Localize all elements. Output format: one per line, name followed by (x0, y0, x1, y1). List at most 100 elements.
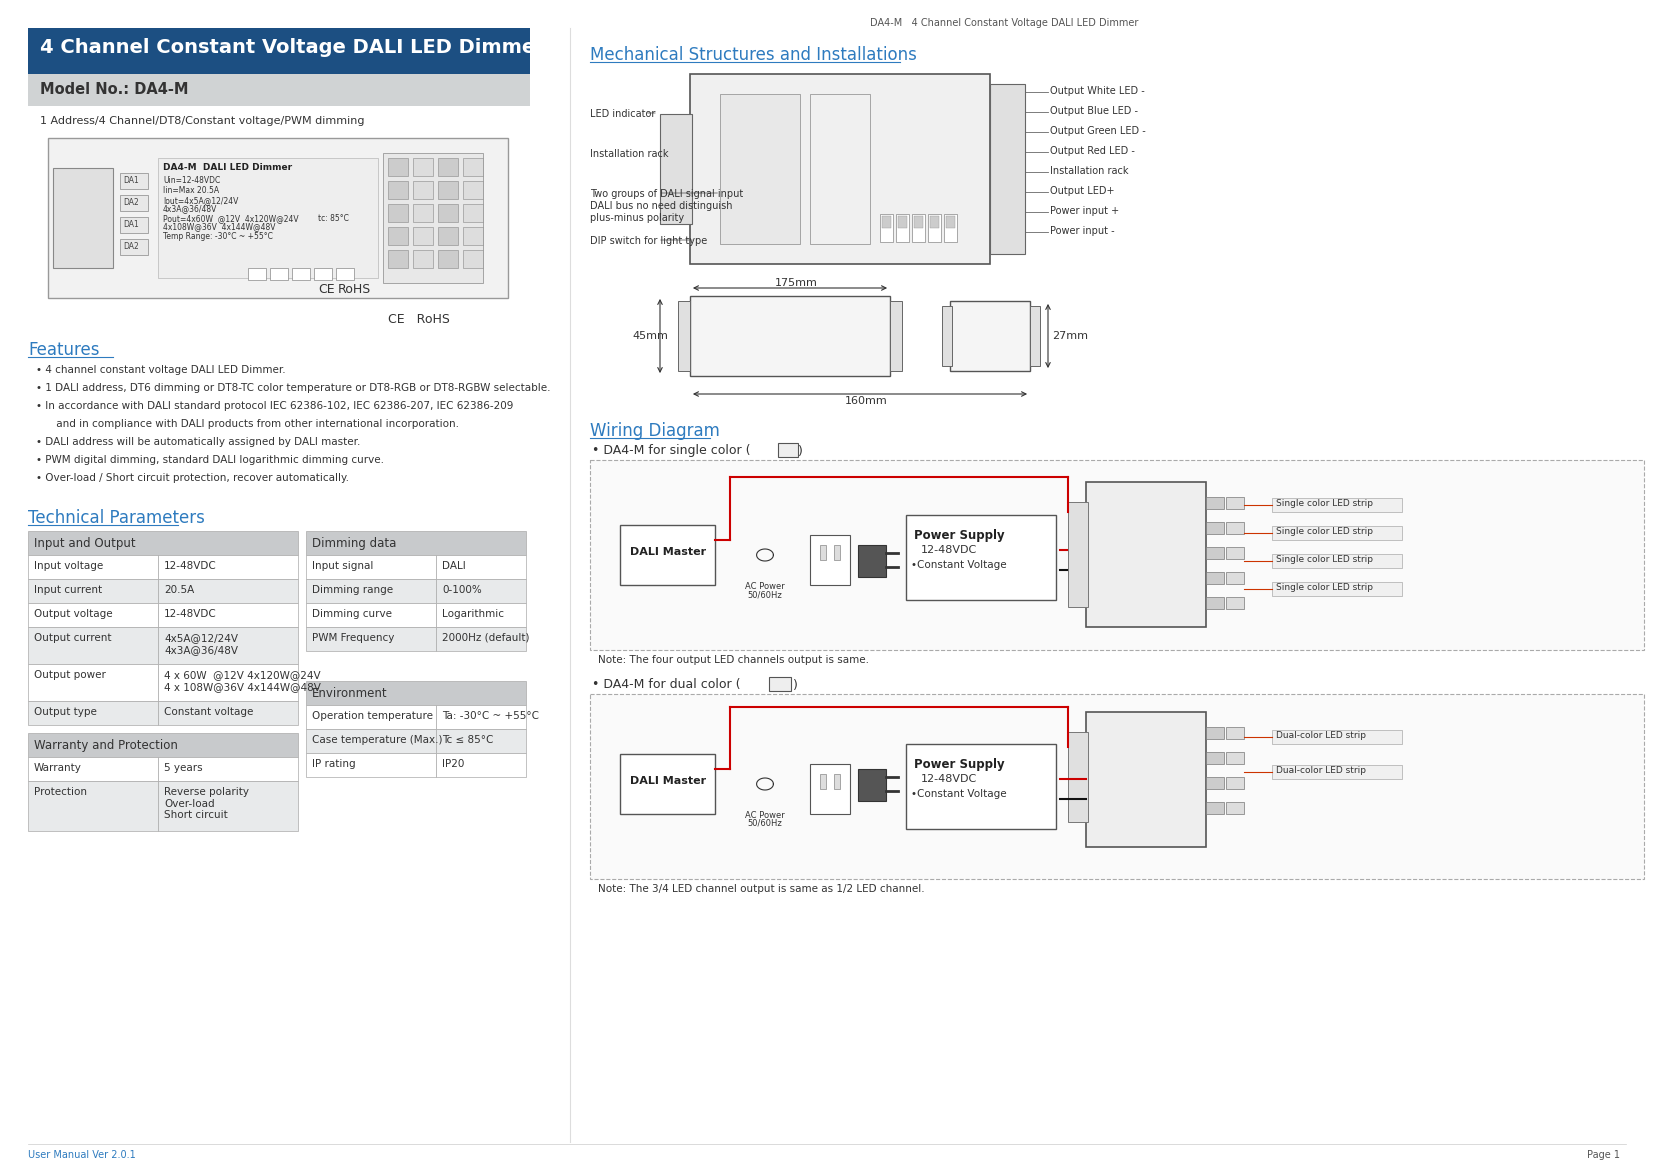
Text: Output Green LED -: Output Green LED - (1050, 126, 1146, 136)
Circle shape (1004, 151, 1009, 156)
Text: Power input +: Power input + (1050, 206, 1120, 216)
Text: Wiring Diagram: Wiring Diagram (590, 422, 719, 440)
Circle shape (1072, 511, 1083, 523)
Bar (620, 754, 715, 814)
Circle shape (1001, 128, 1012, 140)
Bar (1226, 751, 1244, 764)
Text: PWM Frequency: PWM Frequency (313, 633, 394, 643)
Bar (437, 729, 526, 753)
Bar (437, 579, 526, 603)
Text: DALI Master: DALI Master (630, 548, 706, 557)
Circle shape (65, 200, 101, 236)
Text: 1 Address/4 Channel/DT8/Constant voltage/PWM dimming: 1 Address/4 Channel/DT8/Constant voltage… (40, 116, 364, 126)
Text: 4x3A@36/48V: 4x3A@36/48V (164, 204, 217, 213)
Text: Output type: Output type (35, 707, 98, 716)
Circle shape (673, 129, 680, 135)
Text: and in compliance with DALI products from other international incorporation.: and in compliance with DALI products fro… (40, 419, 460, 429)
Bar (121, 172, 147, 189)
Text: Power input -: Power input - (1050, 226, 1115, 236)
Text: Iout=4x5A@12/24V: Iout=4x5A@12/24V (164, 196, 238, 205)
Text: 5 years: 5 years (164, 763, 203, 774)
Circle shape (839, 142, 852, 156)
Bar (270, 268, 288, 280)
Bar (880, 214, 893, 242)
Text: Dimming range: Dimming range (313, 585, 394, 595)
Bar (437, 705, 526, 729)
Text: 50/60Hz: 50/60Hz (748, 819, 782, 828)
Bar (28, 75, 529, 106)
Text: 12-48VDC: 12-48VDC (164, 609, 217, 619)
Text: Single color LED strip: Single color LED strip (1275, 582, 1373, 592)
Bar (930, 216, 939, 228)
Bar (810, 764, 850, 814)
Text: Uin=12-48VDC: Uin=12-48VDC (164, 176, 220, 185)
Bar (1272, 765, 1403, 779)
Circle shape (739, 530, 791, 580)
Circle shape (739, 760, 791, 809)
Circle shape (1004, 132, 1009, 136)
Text: Features: Features (28, 341, 99, 359)
Bar (1068, 732, 1088, 822)
Text: IP rating: IP rating (313, 760, 356, 769)
Bar (28, 603, 159, 627)
Text: Input voltage: Input voltage (35, 562, 103, 571)
Bar (620, 525, 715, 585)
Text: RoHS: RoHS (337, 283, 370, 296)
Bar (159, 757, 298, 781)
Bar (306, 753, 437, 777)
Bar (384, 153, 483, 283)
Text: plus-minus polarity: plus-minus polarity (590, 213, 685, 223)
Text: Protection: Protection (35, 788, 88, 797)
Bar (48, 137, 508, 298)
Text: Iin=Max 20.5A: Iin=Max 20.5A (164, 186, 218, 195)
Bar (159, 603, 298, 627)
Text: Output Red LED -: Output Red LED - (1050, 146, 1135, 156)
Bar (314, 268, 332, 280)
Bar (1226, 572, 1244, 584)
Text: DA4-M   4 Channel Constant Voltage DALI LED Dimmer: DA4-M 4 Channel Constant Voltage DALI LE… (870, 17, 1138, 28)
Text: DA2: DA2 (122, 198, 139, 207)
Text: Case temperature (Max.): Case temperature (Max.) (313, 735, 443, 744)
Text: Input signal: Input signal (313, 562, 374, 571)
Circle shape (1004, 212, 1009, 217)
Bar (810, 94, 870, 243)
Text: Power Supply: Power Supply (915, 758, 1004, 771)
Bar (389, 158, 409, 176)
Text: Output power: Output power (35, 670, 106, 680)
Bar (911, 214, 925, 242)
Text: 45mm: 45mm (632, 331, 668, 341)
Bar (943, 306, 953, 366)
Bar (1272, 582, 1403, 596)
Bar (438, 181, 458, 199)
Bar (438, 204, 458, 223)
Bar (414, 158, 433, 176)
Bar (1226, 596, 1244, 609)
Text: Mechanical Structures and Installations: Mechanical Structures and Installations (590, 45, 916, 64)
Bar (306, 531, 526, 555)
Bar (906, 515, 1055, 600)
Bar (890, 301, 901, 370)
Bar (414, 204, 433, 223)
Text: Logarithmic: Logarithmic (442, 609, 504, 619)
Bar (159, 781, 298, 831)
Text: DIP switch for light type: DIP switch for light type (590, 236, 708, 246)
Bar (121, 239, 147, 255)
Bar (438, 250, 458, 268)
Bar (1206, 802, 1224, 814)
Text: Input and Output: Input and Output (35, 537, 136, 550)
Circle shape (1072, 741, 1083, 753)
Bar (28, 757, 159, 781)
Text: Dual-color LED strip: Dual-color LED strip (1275, 767, 1366, 775)
Bar (28, 664, 159, 701)
Bar (28, 531, 298, 555)
Text: Output Blue LED -: Output Blue LED - (1050, 106, 1138, 117)
Bar (944, 214, 958, 242)
Text: User Manual Ver 2.0.1: User Manual Ver 2.0.1 (28, 1150, 136, 1160)
Text: 27mm: 27mm (1052, 331, 1088, 341)
Bar (928, 214, 941, 242)
Text: tc: 85°C: tc: 85°C (318, 214, 349, 223)
Circle shape (1072, 797, 1083, 809)
Bar (1206, 751, 1224, 764)
Text: Operation temperature: Operation temperature (313, 711, 433, 721)
Circle shape (1004, 92, 1009, 97)
